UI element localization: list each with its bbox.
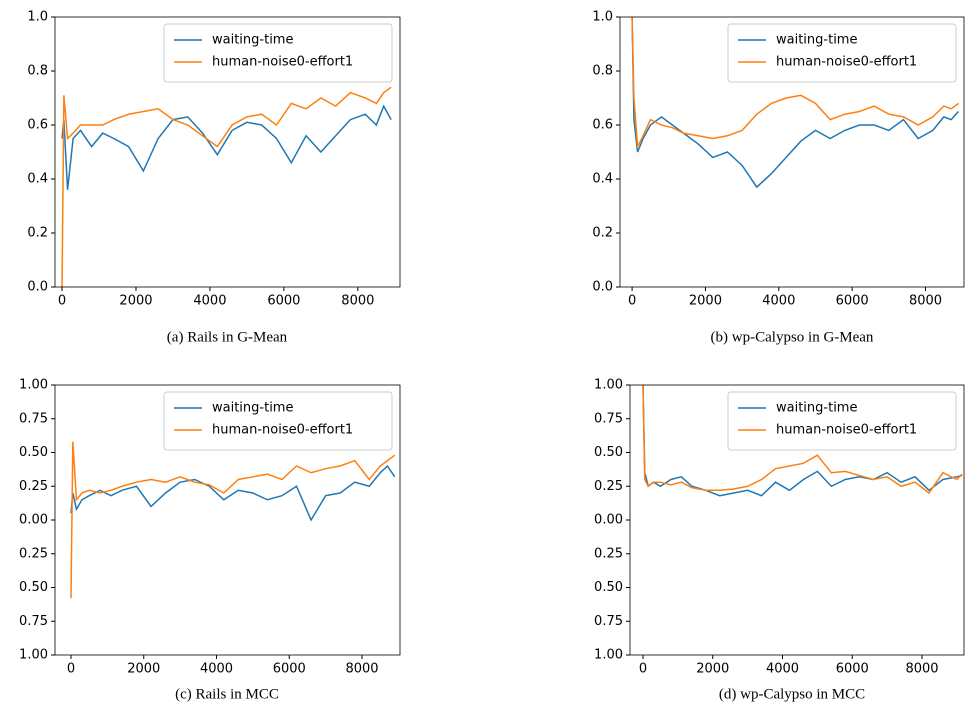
y-tick-label: 1.00 — [19, 378, 48, 393]
caption: (c) Rails in MCC — [175, 686, 279, 702]
x-tick-label: 2000 — [696, 662, 729, 677]
y-tick-label: 0.50 — [594, 445, 623, 460]
x-tick-label: 4000 — [762, 294, 795, 309]
data-line — [61, 104, 392, 190]
y-tick-label: 1.0 — [592, 10, 613, 25]
legend-label: waiting-time — [776, 33, 857, 48]
y-tick-label: 0.75 — [594, 614, 623, 629]
y-tick-label: 0.25 — [594, 479, 623, 494]
legend-box — [727, 23, 957, 83]
y-tick-label: 0.6 — [27, 118, 48, 133]
y-tick-label: 0.25 — [594, 546, 623, 561]
subplot: 0 2000 4000 6000 8000 1.00 0.75 0.50 0.25 0.00 0.2… — [594, 378, 965, 702]
x-tick-label: 0 — [628, 294, 636, 309]
y-tick-label: 0.50 — [19, 580, 48, 595]
y-tick-label: 0.50 — [594, 580, 623, 595]
legend-label: human-noise0-effort1 — [776, 55, 917, 70]
y-tick-label: 0.0 — [592, 280, 613, 295]
data-line — [70, 464, 396, 522]
axes-frame — [54, 16, 401, 288]
y-tick-label: 0.8 — [592, 64, 613, 79]
x-tick-label: 8000 — [909, 294, 942, 309]
x-tick-label: 8000 — [905, 662, 938, 677]
y-tick-label: 0.75 — [19, 614, 48, 629]
x-tick-label: 6000 — [267, 294, 300, 309]
y-tick-label: 1.0 — [27, 10, 48, 25]
y-tick-label: 1.00 — [594, 378, 623, 393]
y-tick-label: 0.2 — [27, 226, 48, 241]
y-tick-label: 0.00 — [594, 513, 623, 528]
caption: (d) wp-Calypso in MCC — [719, 686, 865, 702]
x-tick-label: 8000 — [341, 294, 374, 309]
legend-label: human-noise0-effort1 — [212, 423, 353, 438]
data-line — [631, 17, 959, 150]
y-tick-label: 0.2 — [592, 226, 613, 241]
legend-label: waiting-time — [212, 401, 293, 416]
legend-label: waiting-time — [776, 401, 857, 416]
y-tick-label: 0.75 — [19, 411, 48, 426]
x-tick-label: 6000 — [836, 294, 869, 309]
x-tick-label: 2000 — [127, 662, 160, 677]
y-tick-label: 0.6 — [592, 118, 613, 133]
data-line — [631, 17, 960, 189]
x-tick-label: 0 — [67, 662, 75, 677]
x-tick-label: 6000 — [836, 662, 869, 677]
y-tick-label: 0.4 — [592, 172, 613, 187]
y-tick-label: 0.50 — [19, 445, 48, 460]
y-tick-label: 1.00 — [594, 648, 623, 663]
x-tick-label: 2000 — [119, 294, 152, 309]
x-tick-label: 4000 — [766, 662, 799, 677]
x-tick-label: 8000 — [345, 662, 378, 677]
y-tick-label: 0.0 — [27, 280, 48, 295]
x-tick-label: 4000 — [200, 662, 233, 677]
x-tick-label: 4000 — [193, 294, 226, 309]
subplot: 0 2000 4000 6000 8000 1.00 0.75 0.50 0.25 0.00 0.2… — [19, 378, 401, 702]
y-tick-label: 0.75 — [594, 411, 623, 426]
x-tick-label: 2000 — [689, 294, 722, 309]
legend-box — [163, 23, 393, 83]
y-tick-label: 0.00 — [19, 513, 48, 528]
y-tick-label: 0.25 — [19, 546, 48, 561]
legend-label: waiting-time — [212, 33, 293, 48]
axes-frame — [619, 16, 965, 288]
data-line — [642, 385, 963, 495]
x-tick-label: 0 — [639, 662, 647, 677]
data-line — [70, 441, 396, 599]
caption: (b) wp-Calypso in G-Mean — [711, 329, 874, 345]
subplot: 0 2000 4000 6000 8000 0.0 0.2 0.4 0.6 0.8 1.0 waiti… — [27, 10, 401, 345]
legend-box — [727, 391, 957, 451]
legend-box — [163, 391, 393, 451]
y-tick-label: 1.00 — [19, 648, 48, 663]
subplot: 0 2000 4000 6000 8000 0.0 0.2 0.4 0.6 0.8 1.0 waiti… — [592, 10, 965, 345]
legend-label: human-noise0-effort1 — [212, 55, 353, 70]
x-tick-label: 0 — [58, 294, 66, 309]
y-tick-label: 0.8 — [27, 64, 48, 79]
caption: (a) Rails in G-Mean — [167, 329, 288, 345]
legend-label: human-noise0-effort1 — [776, 423, 917, 438]
x-tick-label: 6000 — [273, 662, 306, 677]
y-tick-label: 0.25 — [19, 479, 48, 494]
data-line — [61, 86, 392, 287]
y-tick-label: 0.4 — [27, 172, 48, 187]
